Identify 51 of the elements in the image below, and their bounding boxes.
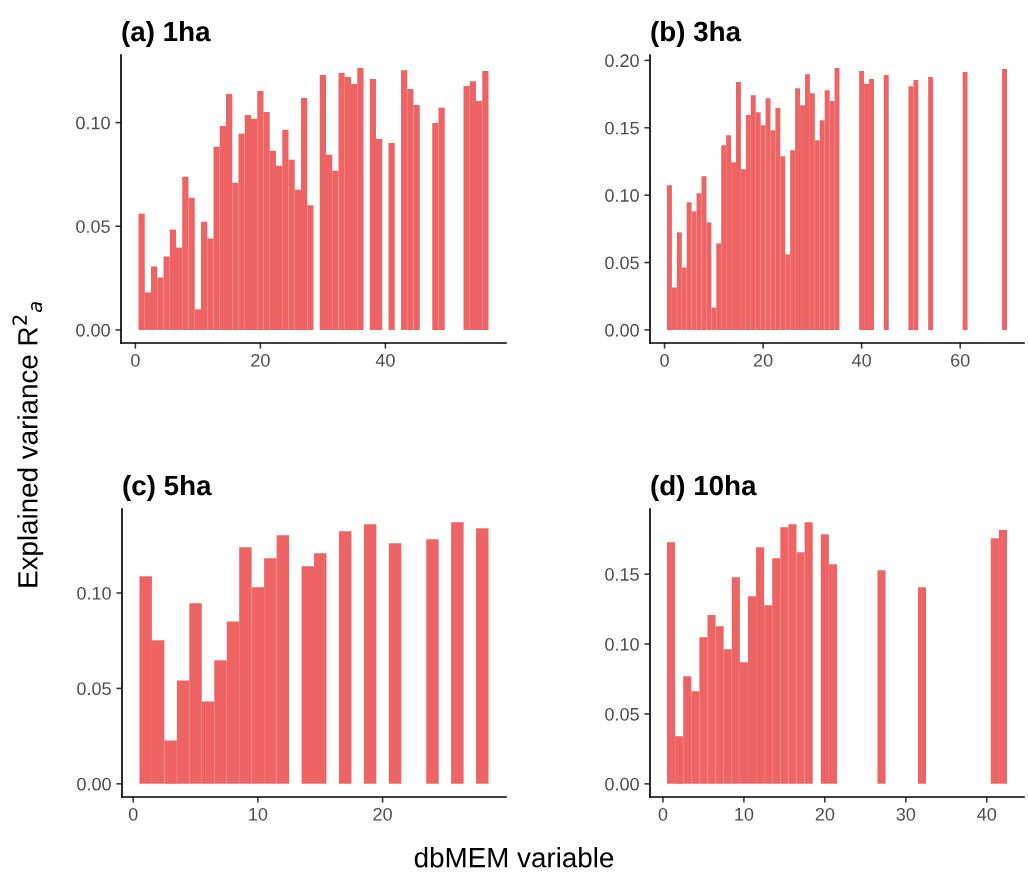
bar <box>476 528 489 784</box>
chart-title: (a) 1ha <box>122 20 211 47</box>
x-tick-label: 20 <box>251 353 270 367</box>
bar <box>859 71 865 330</box>
bar <box>877 570 886 784</box>
bar <box>1002 69 1007 330</box>
bar <box>363 524 377 784</box>
x-tick-label: 0 <box>658 807 668 821</box>
x-tick-label: 20 <box>815 807 835 821</box>
y-tick-label: 0.05 <box>605 707 639 721</box>
x-tick-label: 60 <box>951 353 970 367</box>
y-tick-label: 0.20 <box>605 54 639 68</box>
bar <box>917 587 927 784</box>
y-tick-label: 0.00 <box>605 323 639 337</box>
y-tick-label: 0.10 <box>77 586 111 600</box>
y-tick-label: 0.15 <box>605 568 639 581</box>
bar <box>883 75 889 330</box>
y-tick-label: 0.00 <box>76 323 110 337</box>
x-tick-label: 10 <box>735 807 754 821</box>
y-tick-label: 0.05 <box>605 256 639 270</box>
x-tick-label: 20 <box>373 807 392 821</box>
bar <box>451 522 464 784</box>
x-tick-label: 40 <box>852 353 871 367</box>
x-axis-title: dbMEM variable <box>414 847 614 868</box>
y-tick-label: 0.10 <box>76 116 110 130</box>
x-tick-label: 0 <box>660 353 669 367</box>
y-tick-label: 0.15 <box>605 121 639 135</box>
bar <box>338 531 352 784</box>
bar <box>701 176 707 330</box>
y-tick-label: 0.05 <box>76 220 110 233</box>
y-tick-label: 0.00 <box>77 777 111 791</box>
chart-title: (c) 5ha <box>123 474 212 501</box>
bar <box>388 543 402 784</box>
bar <box>426 539 439 784</box>
x-tick-label: 0 <box>131 353 140 367</box>
bar <box>928 77 934 330</box>
chart-title: (d) 10ha <box>651 474 757 501</box>
x-tick-label: 40 <box>375 353 395 367</box>
y-axis-title: Explained variance R$^{2}$$_{a}$ <box>12 302 44 587</box>
y-tick-label: 0.05 <box>77 682 111 696</box>
x-tick-label: 0 <box>128 807 138 821</box>
bar <box>388 142 395 330</box>
chart-title: (b) 3ha <box>651 20 742 47</box>
y-tick-label: 0.10 <box>605 637 639 651</box>
y-tick-label: 0.10 <box>605 189 639 202</box>
y-tick-label: 0.00 <box>605 777 639 791</box>
x-tick-label: 20 <box>753 353 773 367</box>
x-tick-label: 10 <box>249 807 268 821</box>
bar <box>962 72 968 330</box>
x-tick-label: 30 <box>896 807 916 821</box>
x-tick-label: 40 <box>977 807 997 821</box>
